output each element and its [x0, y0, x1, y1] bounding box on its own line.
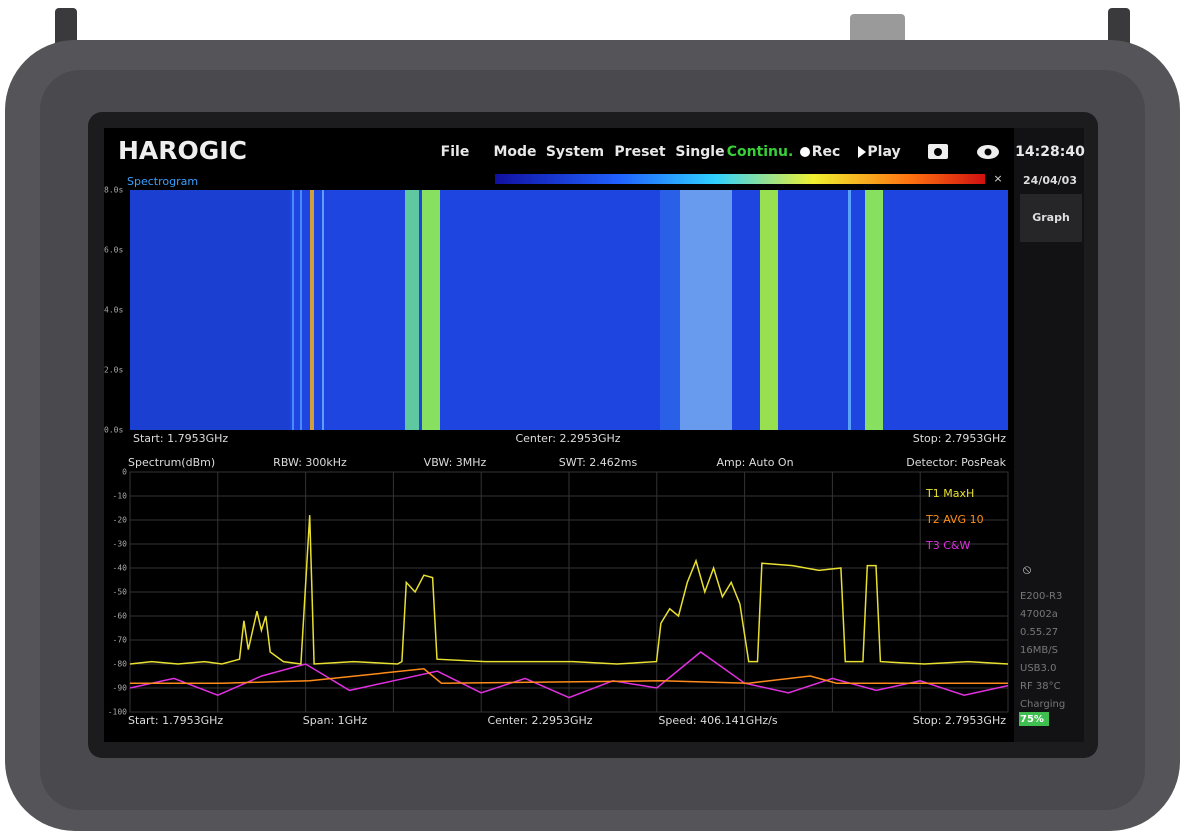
- date: 24/04/03: [1023, 174, 1077, 187]
- clock: 14:28:40: [1015, 144, 1085, 160]
- menu-item[interactable]: Preset: [614, 144, 665, 160]
- y-tick-label: -40: [113, 564, 128, 573]
- menu-item[interactable]: Single: [675, 144, 724, 160]
- graph-button-label[interactable]: Graph: [1032, 211, 1070, 224]
- menu-item[interactable]: System: [546, 144, 604, 160]
- spectrogram-title: Spectrogram: [127, 175, 198, 188]
- status-line: RF 38°C: [1020, 681, 1061, 692]
- spectrogram-footer: Center: 2.2953GHz: [515, 432, 620, 445]
- band: [660, 190, 680, 430]
- band: [310, 190, 314, 430]
- y-tick-label: 0: [122, 468, 127, 477]
- spectrum-footer: Span: 1GHz: [303, 714, 368, 727]
- color-scale: [495, 174, 985, 184]
- camera-lens: [934, 148, 942, 156]
- spectrum-setting: RBW: 300kHz: [273, 456, 347, 469]
- spectrum-setting: VBW: 3MHz: [424, 456, 487, 469]
- spectrogram-footer: Start: 1.7953GHz: [133, 432, 228, 445]
- y-tick-label: -70: [113, 636, 128, 645]
- band: [422, 190, 440, 430]
- band: [680, 190, 732, 430]
- time-label: 2.0s: [104, 366, 123, 375]
- status-line: Charging: [1020, 699, 1065, 710]
- band: [300, 190, 302, 430]
- time-label: 6.0s: [104, 246, 123, 255]
- time-label: 8.0s: [104, 186, 123, 195]
- band: [865, 190, 883, 430]
- menu-item[interactable]: Continu.: [727, 144, 794, 160]
- logo: HAROGIC: [118, 136, 247, 165]
- spectrum-setting: Spectrum(dBm): [128, 456, 215, 469]
- menu-item[interactable]: Play: [867, 144, 900, 160]
- status-line: 0.55.27: [1020, 627, 1058, 638]
- band: [848, 190, 851, 430]
- spectrum-footer: Speed: 406.141GHz/s: [658, 714, 777, 727]
- camera-button[interactable]: [928, 144, 948, 159]
- y-tick-label: -10: [113, 492, 128, 501]
- eye-button[interactable]: [977, 145, 999, 159]
- y-tick-label: -90: [113, 684, 128, 693]
- menu-item[interactable]: Mode: [493, 144, 536, 160]
- y-tick-label: -60: [113, 612, 128, 621]
- band: [292, 190, 294, 430]
- status-line: 16MB/S: [1020, 645, 1058, 656]
- spectrum-setting: Amp: Auto On: [716, 456, 793, 469]
- status-line: E200-R3: [1020, 591, 1062, 602]
- y-tick-label: -100: [108, 708, 127, 717]
- legend-entry: T3 C&W: [925, 539, 970, 552]
- band: [130, 190, 290, 430]
- spectrogram-footer: Stop: 2.7953GHz: [913, 432, 1006, 445]
- close-button[interactable]: ×: [993, 172, 1002, 185]
- y-tick-label: -20: [113, 516, 128, 525]
- status-line: 75%: [1020, 714, 1044, 725]
- time-label: 0.0s: [104, 426, 123, 435]
- rec-icon: [800, 147, 810, 157]
- sync-icon: ⦸: [1023, 563, 1032, 578]
- eye-pupil: [985, 149, 992, 156]
- menu-item[interactable]: Rec: [812, 144, 841, 160]
- time-label: 4.0s: [104, 306, 123, 315]
- spectrum-setting: SWT: 2.462ms: [559, 456, 638, 469]
- y-tick-label: -50: [113, 588, 128, 597]
- y-tick-label: -80: [113, 660, 128, 669]
- menu-item[interactable]: File: [441, 144, 470, 160]
- spectrum-footer: Stop: 2.7953GHz: [913, 714, 1006, 727]
- spectrum-setting: Detector: PosPeak: [906, 456, 1006, 469]
- band: [760, 190, 778, 430]
- y-tick-label: -30: [113, 540, 128, 549]
- legend-entry: T2 AVG 10: [925, 513, 984, 526]
- status-line: 47002a: [1020, 609, 1058, 620]
- spectrum-footer: Center: 2.2953GHz: [487, 714, 592, 727]
- band: [405, 190, 419, 430]
- legend-entry: T1 MaxH: [925, 487, 974, 500]
- device-screenshot: HAROGIC 14:28:40 24/04/03 Graph Spectrog…: [0, 0, 1185, 831]
- status-line: USB3.0: [1020, 663, 1056, 674]
- band: [322, 190, 324, 430]
- spectrum-footer: Start: 1.7953GHz: [128, 714, 223, 727]
